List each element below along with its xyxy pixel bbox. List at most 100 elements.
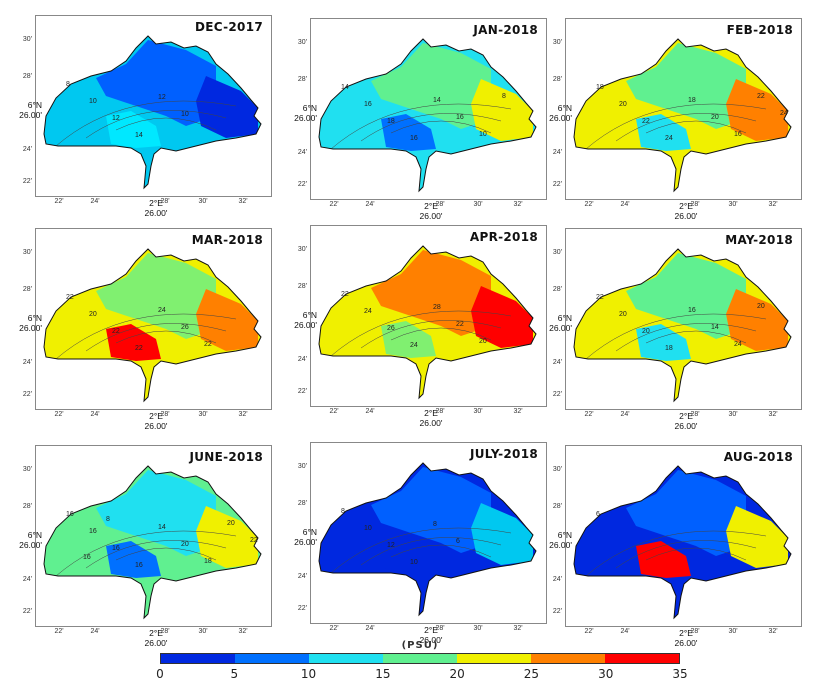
contour-line bbox=[390, 544, 492, 558]
salinity-map: 8 10 12 10 8 6 bbox=[318, 462, 537, 617]
contour-label: 22 bbox=[250, 537, 258, 544]
salinity-zone bbox=[196, 76, 258, 138]
contour-label: 16 bbox=[83, 554, 91, 561]
colorbar-tick-label: 0 bbox=[156, 667, 164, 681]
x-tick-label: 30' bbox=[198, 411, 208, 418]
x-tick-label: 30' bbox=[473, 201, 483, 208]
contour-label: 22 bbox=[341, 291, 349, 298]
colorbar-tick-label: 5 bbox=[230, 667, 239, 681]
contour-label: 28 bbox=[433, 304, 441, 311]
contour-label: 10 bbox=[364, 525, 372, 532]
x-tick-label: 24' bbox=[90, 411, 100, 418]
map-panel: 18 20 22 24 18 20 16 22 24 FEB-2018 30' 28' 24' 22' 22… bbox=[549, 18, 823, 221]
y-tick-label: 22' bbox=[552, 391, 562, 398]
map-panel: 14 16 18 16 14 16 10 8 JAN-2018 30' 28' 24' 22' 22' 24… bbox=[294, 18, 568, 221]
y-tick-label: 28' bbox=[297, 76, 307, 83]
y-tick-label: 28' bbox=[297, 283, 307, 290]
map-frame: 8 10 12 10 8 6 JULY-2018 30' 28' 24' 22' 22' 24' 28' 3… bbox=[294, 442, 547, 645]
salinity-map: 22 20 22 22 24 26 22 bbox=[43, 248, 262, 403]
contour-line bbox=[585, 313, 767, 360]
latitude-label: 6°N 26.00' bbox=[294, 103, 317, 123]
panel-title: JULY-2018 bbox=[470, 447, 538, 461]
lake-outline bbox=[43, 248, 262, 403]
contour-line bbox=[85, 540, 227, 569]
colorbar-segment bbox=[383, 654, 457, 663]
colorbar-tick-label: 20 bbox=[449, 667, 465, 681]
latitude-label: 6°N 26.00' bbox=[19, 100, 42, 120]
y-tick-label: 30' bbox=[552, 466, 562, 473]
contour-label: 20 bbox=[619, 101, 627, 108]
map-panel: 22 20 20 18 16 14 24 20 MAY-2018 30' 28' 24' 22' 22' 2… bbox=[549, 228, 823, 431]
x-tick-label: 28' bbox=[435, 201, 445, 208]
latitude-label: 6°N 26.00' bbox=[549, 530, 572, 550]
x-tick-label: 24' bbox=[365, 408, 375, 415]
contour-label: 20 bbox=[479, 338, 487, 345]
panel-title: JUNE-2018 bbox=[189, 450, 263, 464]
longitude-label: 2°E 26.00' bbox=[419, 625, 443, 645]
y-tick-label: 24' bbox=[297, 356, 307, 363]
contour-label: 14 bbox=[433, 97, 441, 104]
salinity-zone bbox=[726, 506, 788, 568]
panel-title: JAN-2018 bbox=[473, 23, 538, 37]
longitude-label: 2°E 26.00' bbox=[419, 408, 443, 428]
x-tick-label: 24' bbox=[365, 201, 375, 208]
contour-label: 12 bbox=[112, 115, 120, 122]
x-tick-label: 22' bbox=[54, 411, 64, 418]
contour-label: 24 bbox=[364, 308, 372, 315]
colorbar: (PSU) 0 5 10 15 20 25 30 35 bbox=[156, 640, 687, 681]
contour-line bbox=[615, 113, 757, 142]
panel-title: FEB-2018 bbox=[726, 23, 793, 37]
contour-label: 8 bbox=[66, 81, 70, 88]
contour-line bbox=[115, 330, 217, 344]
y-tick-label: 24' bbox=[297, 149, 307, 156]
map-panel: 16 16 16 16 14 20 18 20 22 16 8 JUNE-2018 30' 28' 24' 2… bbox=[19, 445, 293, 648]
contour-label: 10 bbox=[181, 111, 189, 118]
y-tick-label: 22' bbox=[552, 181, 562, 188]
longitude-label: 2°E 26.00' bbox=[674, 628, 698, 648]
x-tick-label: 28' bbox=[160, 198, 170, 205]
contour-label: 24 bbox=[158, 307, 166, 314]
contour-line bbox=[330, 527, 512, 574]
contour-line bbox=[645, 547, 747, 561]
latitude-label: 6°N 26.00' bbox=[294, 310, 317, 330]
x-tick-label: 32' bbox=[238, 198, 248, 205]
x-tick-label: 32' bbox=[238, 411, 248, 418]
map-frame: 22 24 26 24 28 22 20 APR-2018 30' 28' 24' 22' 22' 24'… bbox=[294, 225, 547, 428]
lake-outline bbox=[318, 245, 537, 400]
contour-label: 12 bbox=[387, 542, 395, 549]
y-tick-label: 28' bbox=[22, 73, 32, 80]
x-tick-label: 24' bbox=[620, 201, 630, 208]
colorbar-segment bbox=[161, 654, 235, 663]
colorbar-tick-label: 10 bbox=[300, 667, 317, 681]
map-panel: 8 10 12 14 12 10 DEC-2017 30' 28' 24' 22' 22' 24' 28'… bbox=[19, 15, 293, 218]
x-tick-label: 28' bbox=[690, 201, 700, 208]
contour-label: 8 bbox=[433, 521, 437, 528]
x-tick-label: 22' bbox=[329, 408, 339, 415]
salinity-zone bbox=[626, 43, 746, 129]
x-tick-label: 24' bbox=[365, 625, 375, 632]
x-tick-label: 28' bbox=[160, 628, 170, 635]
x-tick-label: 24' bbox=[620, 411, 630, 418]
contour-label: 22 bbox=[135, 345, 143, 352]
contour-label: 10 bbox=[479, 131, 487, 138]
y-tick-label: 28' bbox=[22, 503, 32, 510]
salinity-zone bbox=[196, 506, 258, 568]
x-tick-label: 28' bbox=[690, 628, 700, 635]
contour-line bbox=[390, 120, 492, 134]
colorbar-tick-label: 15 bbox=[375, 667, 391, 681]
latitude-label: 6°N 26.00' bbox=[19, 530, 42, 550]
lake-outline bbox=[318, 462, 537, 617]
salinity-zone bbox=[471, 503, 533, 565]
contour-line bbox=[115, 117, 217, 131]
contour-line bbox=[360, 537, 502, 566]
colorbar-segment bbox=[605, 654, 679, 663]
x-tick-label: 30' bbox=[473, 408, 483, 415]
contour-line bbox=[115, 547, 217, 561]
y-tick-label: 24' bbox=[22, 359, 32, 366]
x-tick-label: 30' bbox=[728, 201, 738, 208]
contour-line bbox=[390, 327, 492, 341]
map-frame: 18 20 22 24 18 20 16 22 24 FEB-2018 30' 28' 24' 22' 22… bbox=[549, 18, 802, 221]
panel-title: MAR-2018 bbox=[191, 233, 263, 247]
latitude-label: 6°N 26.00' bbox=[549, 313, 572, 333]
contour-label: 20 bbox=[711, 114, 719, 121]
